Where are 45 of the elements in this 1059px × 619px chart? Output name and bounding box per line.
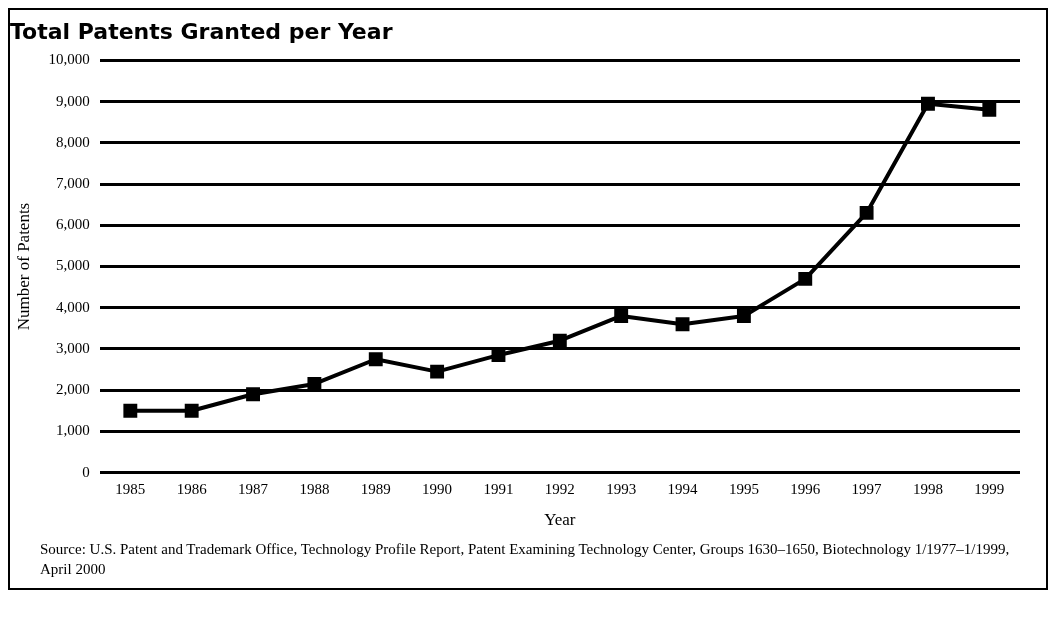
y-axis-title: Number of Patents [13, 202, 33, 331]
x-tick-label: 1992 [544, 480, 575, 497]
point [675, 317, 690, 332]
y-tick-label: 6,000 [55, 216, 90, 233]
point [184, 403, 199, 418]
y-tick-label: 4,000 [55, 298, 90, 315]
point [552, 333, 567, 348]
x-tick-label: 1993 [606, 480, 637, 497]
y-tick-label: 5,000 [55, 257, 90, 274]
y-tick-label: 7,000 [55, 175, 90, 191]
y-tick-label: 8,000 [55, 133, 90, 150]
y-tick-label: 2,000 [55, 381, 90, 398]
y-tick-label: 3,000 [55, 339, 90, 356]
x-tick-label: 1995 [728, 480, 759, 497]
source-note: Source: U.S. Patent and Trademark Office, Technology Profile Report, Patent Examining Technology Center, Groups 1630–1650, Biotechnology 1/1977–1/1999, April 2000 [39, 540, 1011, 580]
x-tick-label: 1994 [667, 480, 699, 497]
x-tick-label: 1991 [483, 480, 514, 497]
y-tick-label: 1,000 [55, 422, 90, 439]
point [491, 348, 506, 363]
point [614, 309, 629, 323]
point [246, 387, 260, 402]
point [921, 96, 935, 111]
point [430, 364, 445, 379]
point [123, 403, 138, 418]
x-axis-title: Year [544, 510, 576, 530]
x-tick-label: 1989 [360, 480, 391, 497]
y-tick-label: 0 [82, 463, 90, 480]
x-tick-label: 1985 [115, 480, 146, 497]
point [982, 102, 997, 117]
y-tick-label: 10,000 [48, 51, 90, 68]
x-tick-label: 1988 [299, 480, 330, 497]
point [859, 205, 874, 220]
x-tick-label: 1996 [790, 480, 821, 497]
point [368, 352, 383, 367]
point [307, 377, 322, 391]
x-tick-label: 1997 [851, 480, 883, 497]
point [736, 309, 751, 323]
x-tick-label: 1986 [176, 480, 208, 497]
x-tick-label: 1998 [912, 480, 943, 497]
point [798, 271, 813, 286]
x-tick-label: 1990 [422, 480, 453, 497]
x-tick-label: 1999 [974, 480, 1005, 497]
chart-title: Total Patents Granted per Year [10, 18, 393, 44]
x-tick-label: 1987 [238, 480, 269, 497]
y-tick-label: 9,000 [55, 92, 90, 109]
